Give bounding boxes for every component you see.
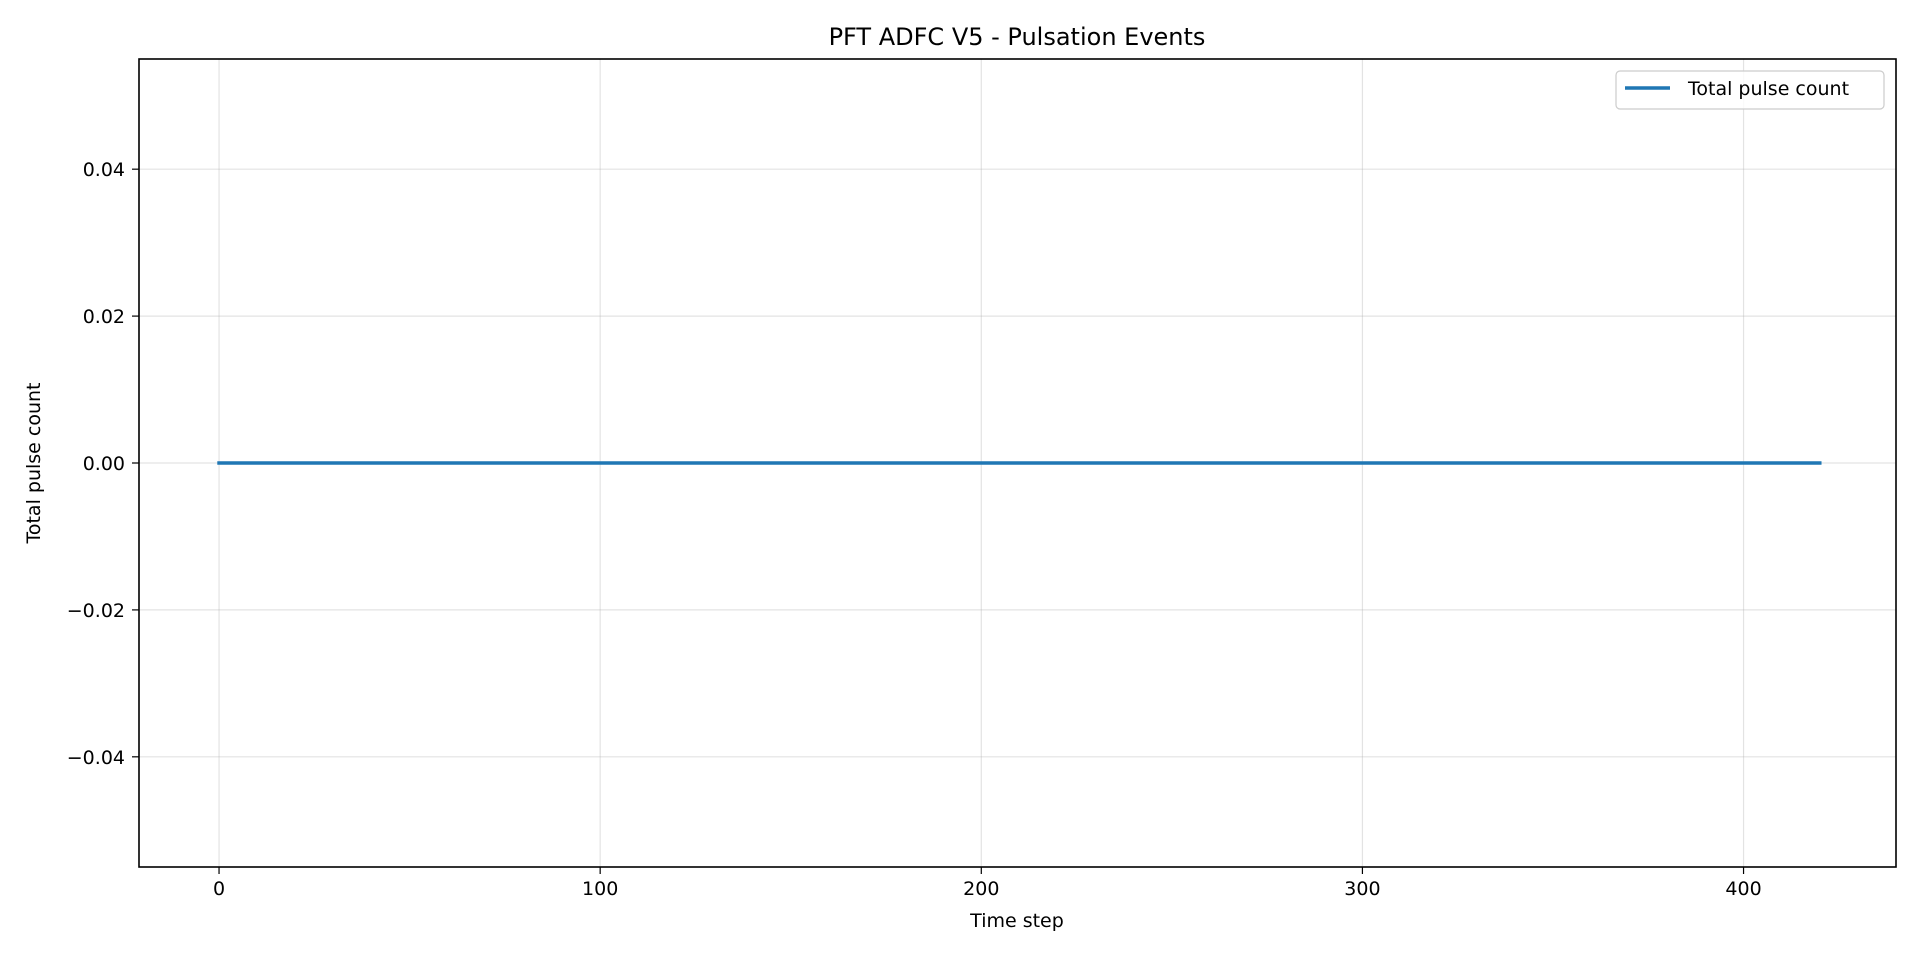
y-tick-label: −0.04	[67, 747, 125, 769]
x-axis-ticks: 0 100 200 300 400	[213, 867, 1762, 900]
legend: Total pulse count	[1615, 70, 1885, 110]
y-axis-ticks: −0.04 −0.02 0.00 0.02 0.04	[67, 159, 139, 769]
y-tick-label: 0.00	[83, 453, 125, 475]
x-tick-label: 0	[213, 878, 225, 900]
y-tick-label: −0.02	[67, 600, 125, 622]
x-axis-label: Time step	[969, 910, 1064, 932]
y-axis-label: Total pulse count	[23, 382, 45, 544]
legend-label: Total pulse count	[1687, 78, 1849, 100]
x-tick-label: 300	[1344, 878, 1380, 900]
x-tick-label: 400	[1725, 878, 1761, 900]
x-tick-label: 200	[963, 878, 999, 900]
chart-title: PFT ADFC V5 - Pulsation Events	[829, 23, 1206, 51]
y-tick-label: 0.04	[83, 159, 125, 181]
y-tick-label: 0.02	[83, 306, 125, 328]
x-tick-label: 100	[582, 878, 618, 900]
legend-box	[1615, 70, 1885, 110]
